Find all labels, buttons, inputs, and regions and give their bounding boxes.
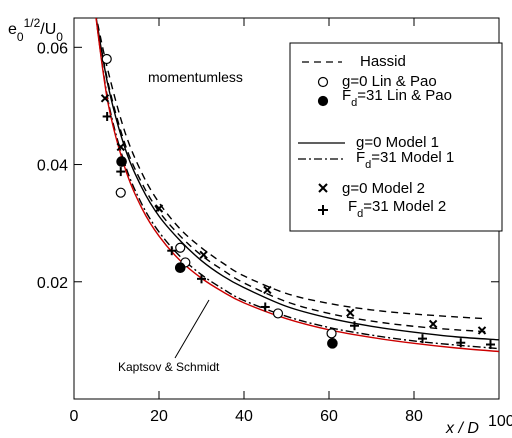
legend-g0-model1: g=0 Model 1 [356, 134, 439, 151]
legend-marker-x [318, 183, 328, 193]
legend-fd31-linpao: Fd=31 Lin & Pao [342, 87, 452, 109]
x-tick-label: 0 [70, 408, 79, 425]
data-point-open-circle [175, 242, 186, 253]
data-point-open-circle [101, 53, 112, 65]
legend-fd31-model2: Fd=31 Model 2 [348, 198, 446, 220]
annotation-kaptsov: Kaptsov & Schmidt [118, 360, 220, 374]
annotation-pointer [174, 299, 210, 359]
y-tick-label: 0.04 [37, 158, 68, 175]
annotation-momentumless: momentumless [148, 69, 243, 85]
x-tick-label: 20 [150, 408, 168, 425]
y-tick-label: 0.02 [37, 275, 68, 292]
legend-marker-plus [318, 205, 328, 215]
data-point-x [346, 308, 355, 318]
data-point-plus [197, 274, 206, 284]
data-point-x [100, 94, 110, 103]
series-line-kaptsov-schmidt-4 [95, 18, 499, 353]
x-tick-label: 40 [235, 408, 253, 425]
data-point-x [477, 326, 487, 335]
data-point-x [116, 142, 125, 152]
legend: Hassid g=0 Lin & Pao Fd=31 Lin & Pao g=0… [289, 42, 503, 232]
x-axis-label: x / D [445, 420, 479, 437]
series-line-hassid-1 [95, 18, 487, 333]
x-tick-label: 60 [320, 408, 338, 425]
data-point-filled-circle [116, 156, 127, 167]
data-point-plus [350, 321, 359, 331]
data-point-x [154, 204, 164, 213]
data-point-x [199, 250, 208, 260]
series-line-hassid-0 [95, 18, 487, 320]
legend-marker-filled-circle [317, 95, 329, 107]
legend-fd31-model1: Fd=31 Model 1 [356, 149, 454, 171]
data-point-plus [167, 246, 177, 256]
legend-g0-model2: g=0 Model 2 [342, 180, 425, 197]
y-tick-label: 0.06 [37, 40, 68, 57]
data-point-plus [486, 339, 495, 349]
data-point-x [263, 285, 272, 295]
data-point-open-circle [326, 328, 337, 339]
data-point-open-circle [272, 308, 284, 319]
x-axis-label-tail: 100 [488, 413, 512, 430]
legend-hassid: Hassid [360, 53, 406, 70]
legend-g0-linpao: g=0 Lin & Pao [342, 73, 437, 90]
legend-marker-open-circle [317, 76, 329, 88]
data-point-plus [116, 167, 126, 177]
data-point-filled-circle [327, 338, 338, 349]
data-point-plus [456, 338, 466, 348]
data-point-filled-circle [174, 262, 186, 274]
data-point-plus [418, 334, 427, 344]
data-point-plus [260, 302, 270, 312]
data-point-x [428, 319, 438, 329]
data-point-plus [102, 111, 112, 121]
series-line-g-0-model-1-2 [95, 18, 499, 341]
x-tick-label: 80 [405, 408, 423, 425]
data-point-open-circle [115, 187, 126, 198]
legend-box [289, 42, 503, 232]
